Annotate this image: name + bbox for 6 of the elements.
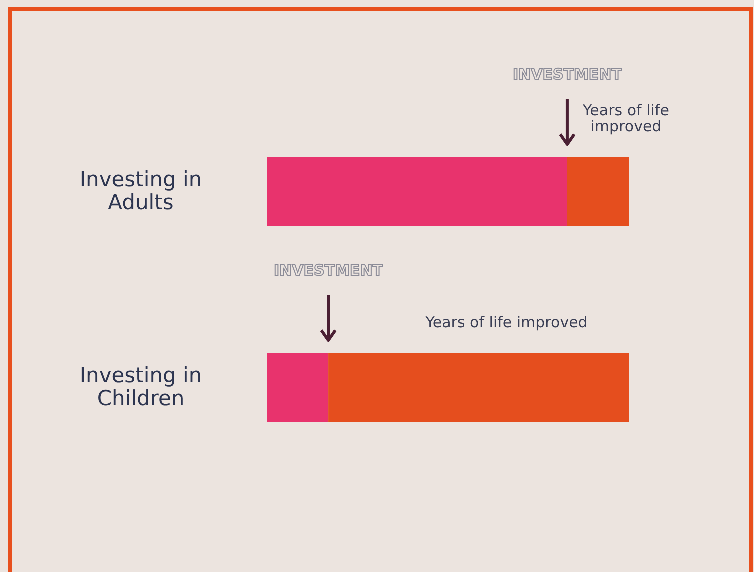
annotation: Years of life improved bbox=[424, 314, 588, 332]
annotation: INVESTMENT bbox=[274, 262, 384, 280]
text: INVESTMENT bbox=[512, 66, 623, 84]
annotation: Years of life improved bbox=[582, 102, 670, 136]
y-tick-label: Investing in Adults bbox=[80, 168, 202, 214]
y-tick-label: Investing in Children bbox=[80, 364, 202, 410]
